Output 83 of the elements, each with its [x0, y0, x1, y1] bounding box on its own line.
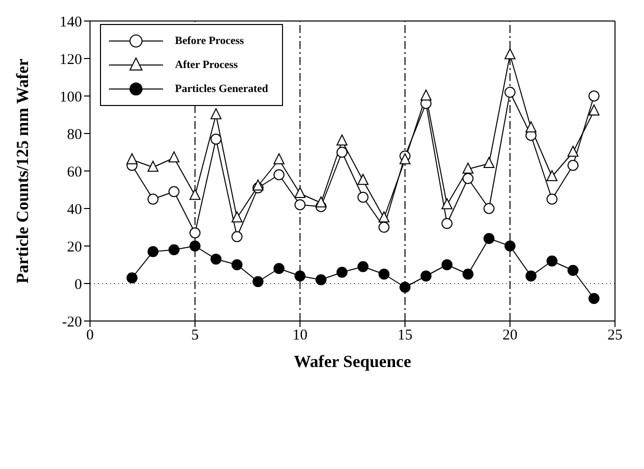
point: [378, 222, 390, 233]
point: [294, 270, 306, 282]
point: [252, 180, 264, 190]
point: [294, 187, 306, 198]
point: [126, 272, 138, 284]
point: [546, 170, 558, 182]
x-tick-label: 20: [502, 328, 518, 344]
point: [148, 246, 158, 258]
point: [148, 194, 158, 205]
point: [232, 231, 242, 242]
point: [126, 153, 138, 164]
y-tick-label: 0: [74, 276, 82, 293]
point: [546, 194, 558, 205]
point: [190, 240, 200, 252]
point: [232, 259, 242, 270]
point: [588, 90, 600, 102]
point: [336, 134, 348, 146]
point: [420, 270, 432, 282]
point: [336, 146, 348, 158]
point: [168, 186, 180, 198]
legend-label: Particles Generated: [175, 83, 268, 95]
legend-label: After Process: [175, 59, 238, 71]
point: [568, 146, 578, 157]
point: [232, 211, 242, 222]
y-tick-label: 80: [67, 126, 82, 143]
point: [442, 218, 452, 229]
point: [210, 108, 222, 120]
point: [504, 48, 516, 60]
point: [442, 259, 452, 270]
point: [484, 157, 494, 168]
point: [274, 169, 284, 180]
x-tick-label: 5: [191, 328, 199, 344]
y-tick-label: 40: [67, 202, 82, 218]
point: [168, 151, 180, 162]
point: [148, 160, 158, 172]
y-tick-label: 100: [60, 89, 82, 106]
y-tick-label: 120: [60, 52, 82, 68]
point: [462, 162, 474, 174]
point: [378, 268, 390, 280]
point: [358, 174, 368, 185]
point: [358, 261, 368, 272]
point: [274, 153, 284, 164]
point: [316, 274, 326, 286]
x-tick-label: 25: [608, 328, 622, 344]
point: [210, 254, 222, 265]
y-tick-label: 140: [60, 14, 82, 30]
x-tick-label: 10: [292, 328, 308, 344]
point: [462, 173, 474, 184]
point: [316, 196, 326, 208]
point: [378, 211, 390, 222]
point: [484, 233, 494, 244]
point: [168, 244, 180, 256]
point: [336, 266, 348, 278]
point: [442, 198, 452, 210]
point: [252, 276, 264, 288]
point: [420, 90, 432, 100]
x-tick-label: 0: [86, 328, 94, 344]
point: [504, 240, 516, 252]
point: [358, 192, 368, 203]
point: [568, 160, 578, 171]
point: [504, 86, 516, 98]
x-axis-title: Wafer Sequence: [294, 352, 412, 371]
y-tick-label: 20: [67, 239, 82, 256]
x-tick-label: 15: [398, 328, 412, 344]
y-tick-label: -20: [62, 314, 82, 330]
point: [400, 153, 410, 164]
point: [294, 199, 306, 210]
point: [462, 268, 474, 280]
point: [526, 270, 536, 282]
point: [526, 121, 536, 132]
y-tick-label: 60: [67, 164, 82, 180]
y-axis-title: Particle Counts/125 mm Wafer: [13, 58, 32, 284]
point: [484, 203, 494, 214]
point: [400, 282, 410, 293]
point: [210, 134, 222, 145]
point: [568, 264, 578, 276]
point: [190, 227, 200, 238]
legend-label: Before Process: [175, 35, 244, 47]
point: [190, 188, 200, 200]
point: [274, 263, 284, 274]
point: [588, 104, 600, 116]
point: [546, 256, 558, 266]
point: [588, 293, 600, 304]
